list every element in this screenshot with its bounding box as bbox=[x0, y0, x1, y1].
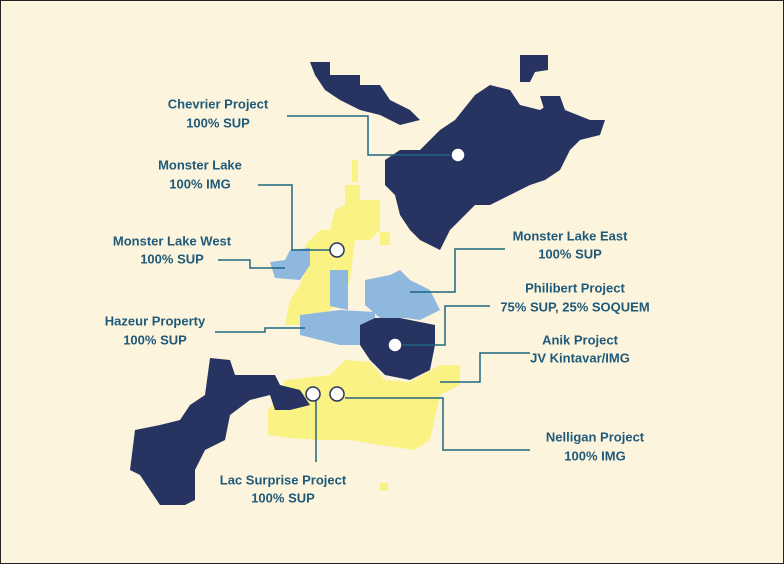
project-name: Chevrier Project bbox=[168, 96, 269, 111]
leader-line bbox=[440, 352, 530, 383]
project-marker bbox=[387, 337, 403, 353]
leader-line bbox=[287, 115, 450, 156]
project-marker bbox=[329, 386, 345, 402]
chevrier-claim-ne bbox=[520, 55, 548, 82]
small-claim bbox=[380, 483, 388, 491]
monster-lake-west-claim bbox=[270, 248, 310, 280]
leader-line bbox=[410, 248, 505, 293]
monster-lake-bit bbox=[380, 232, 390, 245]
project-name: Monster Lake West bbox=[113, 233, 232, 248]
project-marker bbox=[450, 147, 466, 163]
project-ownership: 100% SUP bbox=[123, 332, 187, 347]
project-ownership: 75% SUP, 25% SOQUEM bbox=[500, 299, 649, 314]
project-name: Lac Surprise Project bbox=[220, 472, 347, 487]
chevrier-claim bbox=[385, 85, 605, 250]
project-ownership: 100% IMG bbox=[169, 176, 230, 191]
markers bbox=[305, 147, 466, 402]
leader-line bbox=[258, 184, 330, 251]
labels: Chevrier Project 100% SUP Monster Lake 1… bbox=[105, 96, 650, 505]
leader-line bbox=[345, 397, 530, 451]
leader-line bbox=[403, 305, 490, 346]
leader-line bbox=[215, 327, 305, 333]
project-ownership: 100% SUP bbox=[186, 115, 250, 130]
project-marker bbox=[305, 386, 321, 402]
project-name: Monster Lake East bbox=[513, 228, 629, 243]
project-ownership: 100% SUP bbox=[140, 251, 204, 266]
chevrier-claim-north bbox=[310, 62, 420, 125]
project-ownership: 100% SUP bbox=[251, 490, 315, 505]
project-ownership: JV Kintavar/IMG bbox=[530, 350, 630, 365]
monster-lake-strip bbox=[352, 160, 358, 182]
leader-line bbox=[218, 259, 285, 269]
project-name: Anik Project bbox=[542, 332, 619, 347]
lac-surprise-claim bbox=[130, 358, 310, 505]
hazeur-claim bbox=[300, 310, 375, 345]
middle-claim bbox=[330, 270, 348, 310]
project-ownership: 100% SUP bbox=[538, 246, 602, 261]
chevrier-claim-ne2 bbox=[540, 96, 565, 112]
project-marker bbox=[329, 242, 345, 258]
project-name: Monster Lake bbox=[158, 157, 242, 172]
project-name: Hazeur Property bbox=[105, 313, 206, 328]
project-name: Nelligan Project bbox=[546, 429, 645, 444]
monster-lake-east-claim bbox=[365, 270, 440, 320]
project-ownership: 100% IMG bbox=[564, 448, 625, 463]
leader-lines bbox=[215, 115, 530, 462]
project-name: Philibert Project bbox=[525, 280, 625, 295]
